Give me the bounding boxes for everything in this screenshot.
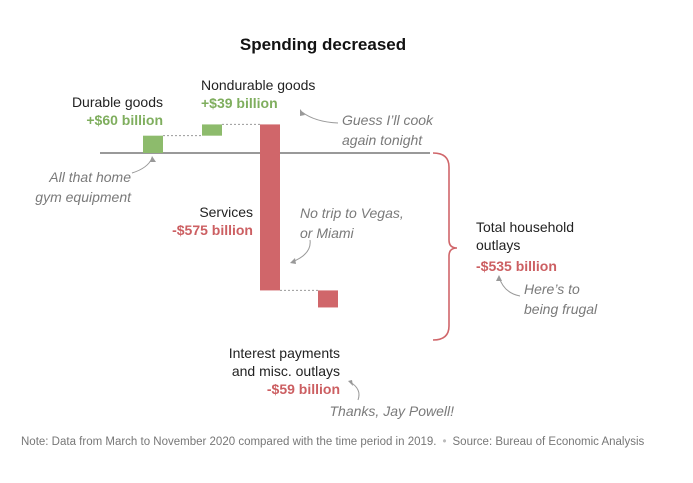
annotation-text: All that home — [48, 169, 131, 185]
category-label: and misc. outlays — [232, 363, 340, 379]
chart-footnote: Note: Data from March to November 2020 c… — [21, 433, 661, 451]
annotation-text: gym equipment — [35, 189, 132, 205]
chart-marks: Durable goods +$60 billion Nondurable good… — [35, 77, 598, 419]
waterfall-chart: Spending decreased Durable goods +$60 bil… — [35, 35, 598, 419]
total-value-label: -$535 billion — [476, 258, 557, 274]
arrowhead-icon — [348, 380, 353, 386]
category-label: Durable goods — [72, 94, 163, 110]
bar-2 — [260, 124, 280, 291]
annotation-arrow-durable — [131, 157, 153, 174]
annotation-text: Thanks, Jay Powell! — [330, 403, 455, 419]
arrowhead-icon — [496, 275, 502, 281]
category-label: Services — [199, 204, 253, 220]
note-text: Note: Data from March to November 2020 c… — [21, 436, 437, 448]
chart-title: Spending decreased — [240, 35, 406, 54]
annotation-arrow-total — [498, 276, 521, 297]
bar-0 — [143, 135, 163, 153]
annotation-text: again tonight — [342, 132, 423, 148]
arrowhead-icon — [150, 156, 156, 162]
arrowhead-icon — [290, 258, 296, 264]
total-label: Total household — [476, 219, 574, 235]
category-label: Interest payments — [229, 345, 340, 361]
value-label: +$60 billion — [86, 112, 163, 128]
bar-1 — [202, 124, 222, 136]
annotation-text: being frugal — [524, 301, 598, 317]
annotation-text: No trip to Vegas, — [300, 205, 404, 221]
total-label: outlays — [476, 237, 520, 253]
annotation-arrow-nondurable — [301, 111, 339, 124]
annotation-text: Guess I’ll cook — [342, 112, 434, 128]
annotation-text: or Miami — [300, 225, 355, 241]
arrowhead-icon — [300, 109, 305, 116]
category-label: Nondurable goods — [201, 77, 315, 93]
bar-3 — [318, 290, 338, 308]
source-text: Source: Bureau of Economic Analysis — [452, 436, 645, 448]
value-label: +$39 billion — [201, 95, 278, 111]
separator-dot: • — [442, 436, 447, 448]
value-label: -$59 billion — [267, 381, 340, 397]
annotation-text: Here’s to — [524, 281, 580, 297]
total-bracket — [432, 152, 458, 341]
value-label: -$575 billion — [172, 222, 253, 238]
annotation-arrow-interest — [349, 381, 360, 401]
